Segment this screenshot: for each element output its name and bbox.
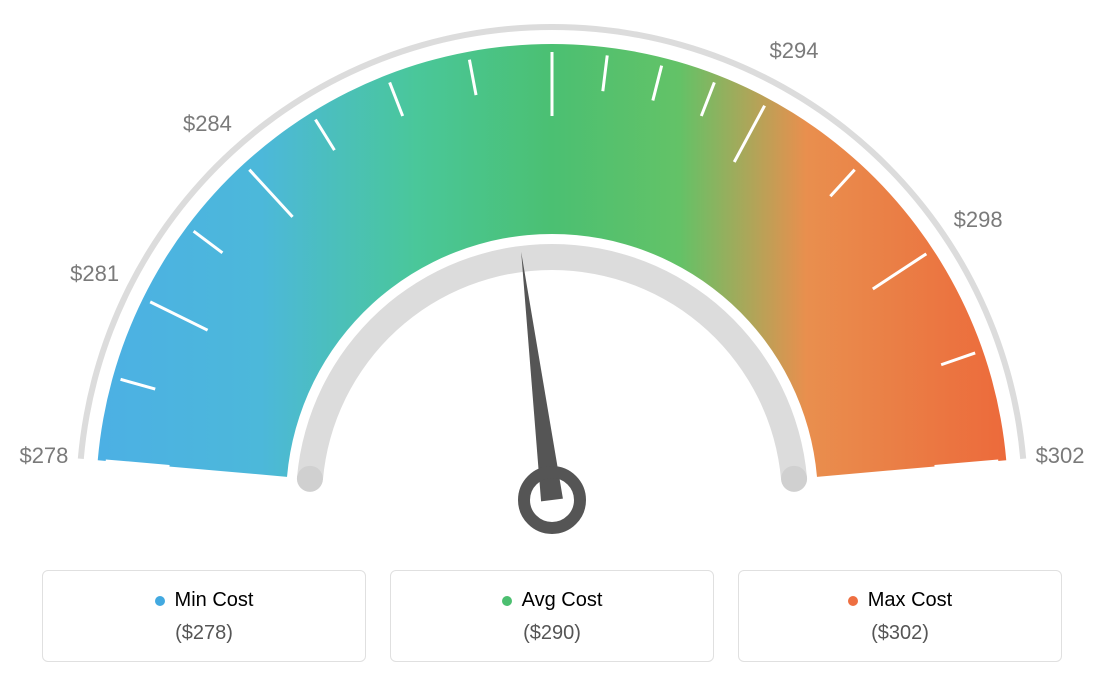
gauge-tick-label: $294 xyxy=(770,38,819,64)
legend-min-title: Min Cost xyxy=(155,589,254,612)
gauge-tick-label: $302 xyxy=(1036,443,1085,469)
legend-avg-dot xyxy=(502,596,512,606)
legend-max-title: Max Cost xyxy=(848,589,952,612)
legend-min-dot xyxy=(155,596,165,606)
gauge-tick-label: $298 xyxy=(954,207,1003,233)
legend-avg-title: Avg Cost xyxy=(502,589,603,612)
legend-avg-label: Avg Cost xyxy=(522,589,603,612)
gauge-tick-label: $284 xyxy=(183,111,232,137)
gauge-tick-label: $281 xyxy=(70,261,119,287)
legend-max-dot xyxy=(848,596,858,606)
legend-row: Min Cost ($278) Avg Cost ($290) Max Cost… xyxy=(42,570,1062,662)
cost-gauge: $278 $281 $284 $290 $294 $298 $302 xyxy=(0,0,1104,560)
legend-max-value: ($302) xyxy=(749,622,1051,645)
gauge-tick-label: $290 xyxy=(528,0,577,3)
legend-max-label: Max Cost xyxy=(868,589,952,612)
gauge-tick-label: $278 xyxy=(19,443,68,469)
legend-min-label: Min Cost xyxy=(175,589,254,612)
legend-min-box: Min Cost ($278) xyxy=(42,570,366,662)
legend-min-value: ($278) xyxy=(53,622,355,645)
legend-avg-box: Avg Cost ($290) xyxy=(390,570,714,662)
gauge-svg xyxy=(0,0,1104,560)
legend-max-box: Max Cost ($302) xyxy=(738,570,1062,662)
legend-avg-value: ($290) xyxy=(401,622,703,645)
